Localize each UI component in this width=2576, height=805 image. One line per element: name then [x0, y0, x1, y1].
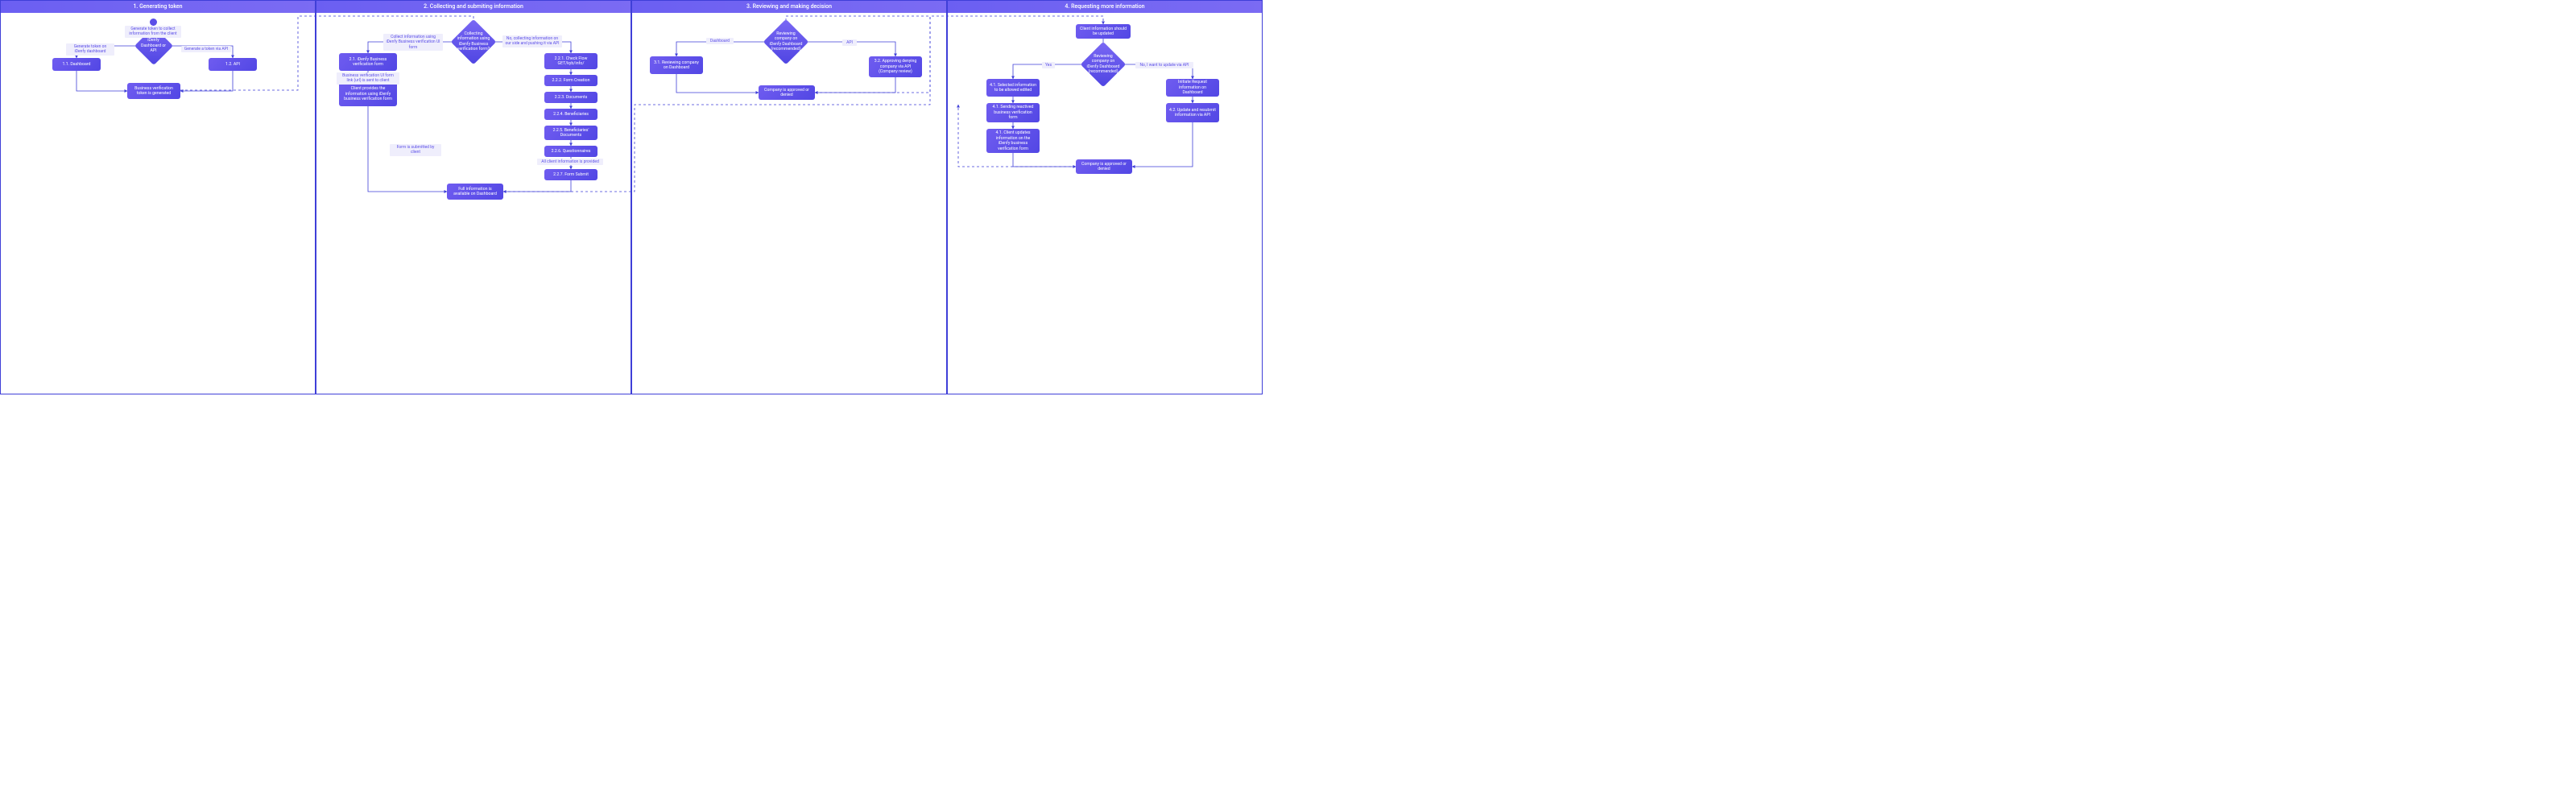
- node-nUpd: Client information should be updated: [1076, 24, 1131, 39]
- edge-label-el_gen: Generate token to collect information fr…: [125, 26, 181, 38]
- edge-label-el_cui: Collect information using iDenfy Busines…: [383, 34, 443, 51]
- node-n31: 3.1. Reviewing company on Dashboard: [650, 56, 703, 74]
- start-node: [150, 19, 157, 26]
- node-nFull: Full information is available on Dashboa…: [447, 184, 503, 200]
- edge-dashed: [815, 16, 1103, 93]
- node-nAppr2: Company is approved or denied: [1076, 159, 1132, 174]
- node-n41a: 4.1. Selected information to be allowed …: [986, 79, 1040, 97]
- edge-label-el_fsub: Form is submitted by client: [390, 144, 441, 156]
- node-nIni: Initiate Request information on Dashboar…: [1166, 79, 1219, 97]
- column-header: 1. Generating token: [0, 0, 316, 13]
- node-nCli: Client provides the information using iD…: [339, 82, 397, 106]
- node-n225: 2.2.5. Beneficiaries' Documents: [544, 126, 597, 140]
- edge-label-el_link: Business verification UI form link (url)…: [337, 72, 399, 85]
- edge-label-el_gApi: Generate a token via API: [181, 46, 231, 52]
- edge-solid: [180, 71, 233, 91]
- node-n41c: 4.1. Client updates information on the i…: [986, 129, 1040, 153]
- node-n12: 1.2. API: [209, 58, 257, 71]
- edge-label-el_yes4: Yes: [1042, 62, 1055, 68]
- node-n224: 2.2.4. Beneficiaries: [544, 109, 597, 120]
- edge-label-el_api3: API: [842, 39, 857, 46]
- edge-dashed: [180, 16, 473, 90]
- node-n227: 2.2.7. Form Submit: [544, 169, 597, 180]
- edge-label-el_gDash: Generate token on iDenfy dashboard: [66, 43, 114, 56]
- node-n222: 2.2.2. Form Creation: [544, 75, 597, 86]
- edges-layer: [0, 0, 1263, 394]
- node-n223: 2.2.3. Documents: [544, 92, 597, 103]
- node-nTok: Business verification token is generated: [127, 83, 180, 99]
- node-n32: 3.2. Approving denying company via API (…: [869, 56, 922, 77]
- column-header: 4. Requesting more information: [947, 0, 1263, 13]
- node-n41b: 4.1. Sending reactived business verifica…: [986, 103, 1040, 122]
- node-n11: 1.1. Dashboard: [52, 58, 101, 71]
- edge-label-el_dash3: Dashboard: [706, 38, 734, 44]
- edge-solid: [1013, 153, 1076, 167]
- edge-solid: [1132, 122, 1193, 167]
- node-n221: 2.2.1. Check Flow GET/kyb/info/: [544, 53, 597, 69]
- edge-solid: [76, 71, 127, 91]
- edge-solid: [503, 180, 571, 192]
- node-n21: 2.1. iDenfy Business verification form: [339, 53, 397, 71]
- edge-label-el_allinf: All client information is provided: [537, 159, 603, 165]
- decision-d2: [451, 19, 497, 65]
- edge-solid: [815, 77, 895, 93]
- node-n42: 4.2. Update and resubmit information via…: [1166, 103, 1219, 122]
- decision-d3: [763, 19, 809, 65]
- edge-solid: [676, 74, 759, 93]
- decision-d4: [1081, 42, 1127, 88]
- edge-label-el_nocol: No, collecting information on our side a…: [502, 35, 562, 47]
- node-n226: 2.2.6. Questionnaires: [544, 146, 597, 157]
- column-header: 2. Collecting and submiting information: [316, 0, 631, 13]
- node-nAppr: Company is approved or denied: [759, 85, 815, 100]
- column-header: 3. Reviewing and making decision: [631, 0, 947, 13]
- edge-label-el_no4: No, I want to update via API: [1135, 62, 1193, 68]
